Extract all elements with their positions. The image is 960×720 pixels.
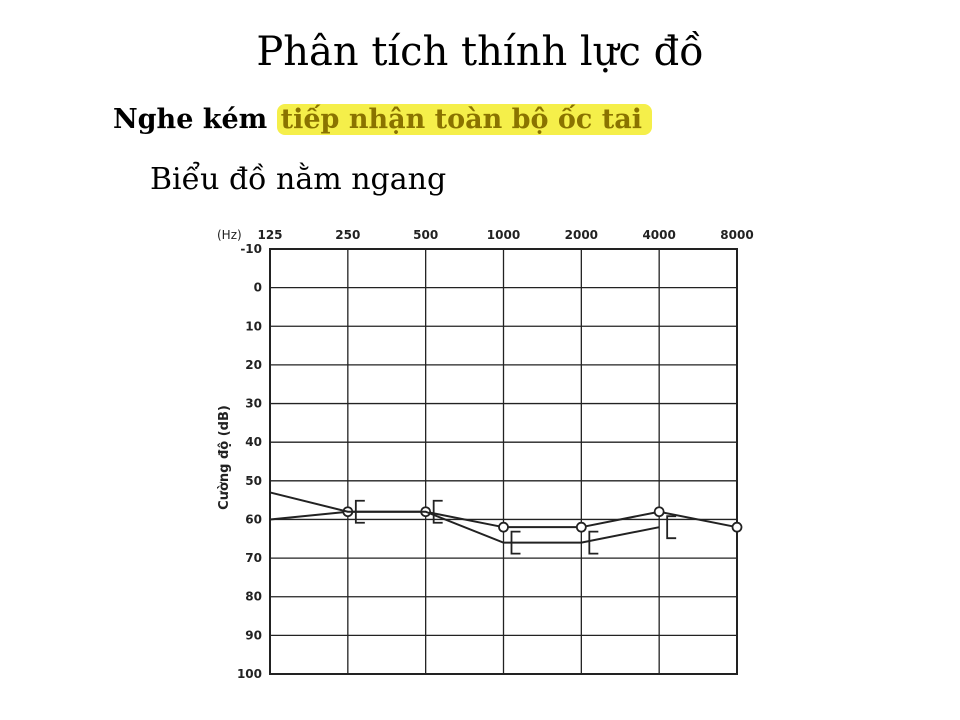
data-point-bracket <box>354 499 365 524</box>
x-unit-label: (Hz) <box>217 228 242 242</box>
y-tick-label: 40 <box>245 435 262 449</box>
x-tick-label: 250 <box>335 228 360 242</box>
y-tick-label: 90 <box>245 628 262 642</box>
y-tick-label: 10 <box>245 319 262 333</box>
y-tick-label: 30 <box>245 397 262 411</box>
data-point-circle <box>498 521 509 533</box>
series-line-bone-conduction <box>269 491 660 544</box>
x-tick-label: 1000 <box>487 228 520 242</box>
subtitle-prefix: Nghe kém <box>113 104 268 135</box>
slide-description: Biểu đồ nằm ngang <box>150 162 447 197</box>
y-tick-label: 60 <box>245 512 262 526</box>
y-tick-label: -10 <box>240 242 262 256</box>
data-point-bracket <box>432 499 443 524</box>
slide-subtitle: Nghe kém tiếp nhận toàn bộ ốc tai <box>113 100 652 140</box>
y-tick-label: 70 <box>245 551 262 565</box>
x-tick-label: 500 <box>413 228 438 242</box>
x-tick-label: 2000 <box>565 228 598 242</box>
x-tick-label: 8000 <box>720 228 753 242</box>
y-tick-label: 50 <box>245 474 262 488</box>
subtitle-highlight: tiếp nhận toàn bộ ốc tai <box>276 104 652 135</box>
x-tick-label: 125 <box>257 228 282 242</box>
slide-title: Phân tích thính lực đồ <box>256 29 704 75</box>
y-tick-label: 0 <box>254 281 262 295</box>
data-point-circle <box>653 506 665 518</box>
y-tick-label: 20 <box>245 358 262 372</box>
y-tick-label: 100 <box>237 667 262 681</box>
data-point-circle <box>575 521 587 533</box>
data-point-circle <box>731 521 743 533</box>
audiogram-chart: -10 0 10 20 30 40 50 60 70 80 90 100 125 250 500 1000 20… <box>217 228 754 681</box>
y-axis-label: Cường độ (dB) <box>217 405 232 510</box>
data-point-bracket <box>666 515 677 540</box>
y-tick-label: 80 <box>245 590 262 604</box>
x-tick-label: 4000 <box>642 228 675 242</box>
data-point-bracket <box>588 530 599 555</box>
data-point-bracket <box>510 530 521 555</box>
